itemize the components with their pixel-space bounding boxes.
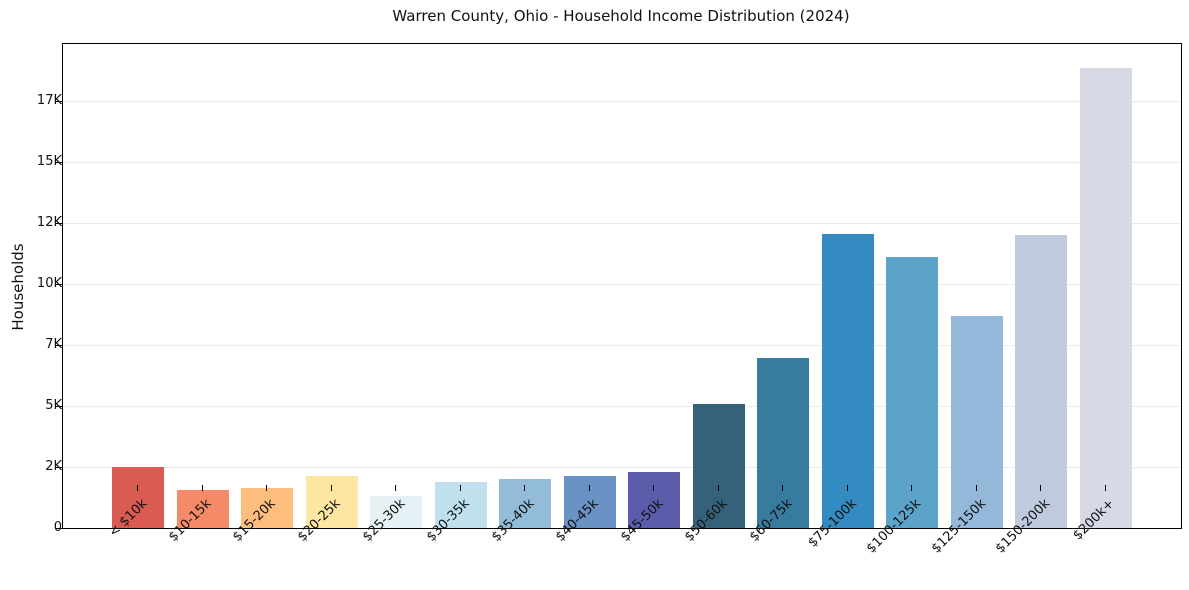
x-tick-mark (395, 485, 397, 491)
y-axis-label: Households (9, 243, 27, 331)
gridline (63, 405, 1181, 407)
x-tick-mark (137, 485, 138, 491)
x-tick-mark (975, 485, 977, 491)
bar-$40-45k (564, 476, 616, 528)
x-tick-mark (717, 485, 719, 491)
gridline (63, 222, 1181, 224)
gridline (63, 283, 1181, 285)
y-tick-label: 17K (36, 93, 62, 109)
plot-area (56, 43, 1182, 529)
x-tick-mark (266, 485, 268, 491)
y-tick-label: 0 (53, 520, 62, 535)
bar-< $10k (112, 467, 164, 528)
bar-$25-30k (370, 496, 422, 528)
y-tick-mark (56, 222, 62, 224)
bar-$60-75k (757, 358, 809, 528)
y-tick-label: 2K (45, 459, 62, 474)
y-tick-mark (56, 161, 62, 163)
x-tick-mark (782, 485, 784, 491)
y-tick-mark (56, 527, 62, 529)
bar-$15-20k (241, 488, 293, 528)
gridline (63, 100, 1181, 102)
bar-$150-200k (1015, 235, 1067, 528)
x-tick-mark (459, 485, 461, 491)
y-tick-label: 5K (45, 398, 62, 414)
y-tick-label: 12K (36, 215, 62, 231)
bar-$30-35k (435, 482, 487, 528)
bar-$200k+ (1080, 68, 1132, 528)
y-tick-mark (56, 405, 62, 407)
y-tick-mark (56, 100, 62, 102)
bar-$50-60k (693, 404, 745, 528)
x-tick-mark (588, 485, 590, 491)
bar-$125-150k (951, 316, 1003, 528)
x-tick-mark (201, 485, 203, 491)
gridline (63, 344, 1181, 346)
bar-$45-50k (628, 472, 680, 528)
x-tick-mark (330, 485, 332, 491)
y-tick-mark (56, 344, 62, 346)
bar-$20-25k (306, 476, 358, 528)
x-tick-mark (653, 485, 655, 491)
bar-$10-15k (177, 490, 229, 528)
y-tick-label: 7K (45, 337, 62, 353)
x-tick-mark (1105, 485, 1106, 491)
gridline (63, 466, 1181, 468)
y-tick-label: 15K (36, 154, 62, 170)
chart-title: Warren County, Ohio - Household Income D… (392, 7, 850, 25)
x-tick-mark (1040, 485, 1042, 491)
y-tick-mark (56, 466, 62, 468)
y-tick-label: 10K (36, 276, 62, 292)
x-tick-mark (911, 485, 913, 491)
x-tick-mark (846, 485, 848, 491)
x-tick-mark (524, 485, 526, 491)
bar-$100-125k (886, 257, 938, 528)
bar-$75-100k (822, 234, 874, 528)
y-tick-mark (56, 283, 62, 285)
gridline (63, 161, 1181, 163)
